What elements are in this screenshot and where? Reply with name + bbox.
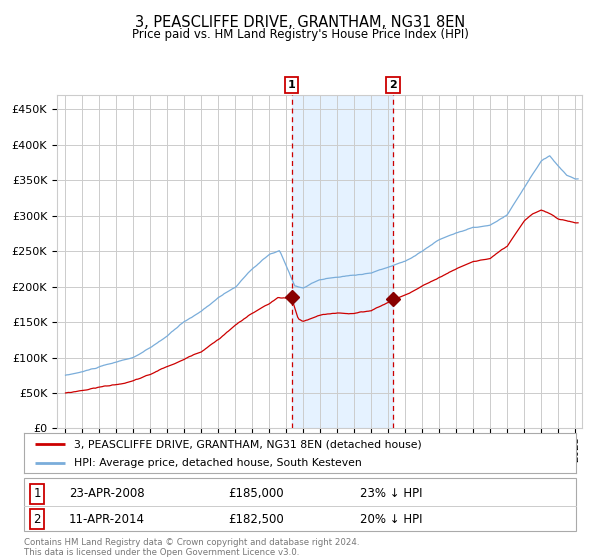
Text: £182,500: £182,500 [228, 512, 284, 526]
Text: £185,000: £185,000 [228, 487, 284, 501]
Bar [292, 95, 393, 428]
Text: 2: 2 [389, 80, 397, 90]
Text: 11-APR-2014: 11-APR-2014 [69, 512, 145, 526]
Text: 1: 1 [34, 487, 41, 501]
Text: 2: 2 [34, 512, 41, 526]
Text: 3, PEASCLIFFE DRIVE, GRANTHAM, NG31 8EN: 3, PEASCLIFFE DRIVE, GRANTHAM, NG31 8EN [135, 15, 465, 30]
Text: 23% ↓ HPI: 23% ↓ HPI [360, 487, 422, 501]
Text: 23-APR-2008: 23-APR-2008 [69, 487, 145, 501]
Text: HPI: Average price, detached house, South Kesteven: HPI: Average price, detached house, Sout… [74, 458, 361, 468]
Text: 1: 1 [288, 80, 296, 90]
Text: 20% ↓ HPI: 20% ↓ HPI [360, 512, 422, 526]
Text: Price paid vs. HM Land Registry's House Price Index (HPI): Price paid vs. HM Land Registry's House … [131, 28, 469, 41]
Text: Contains HM Land Registry data © Crown copyright and database right 2024.
This d: Contains HM Land Registry data © Crown c… [24, 538, 359, 557]
Text: 3, PEASCLIFFE DRIVE, GRANTHAM, NG31 8EN (detached house): 3, PEASCLIFFE DRIVE, GRANTHAM, NG31 8EN … [74, 439, 421, 449]
